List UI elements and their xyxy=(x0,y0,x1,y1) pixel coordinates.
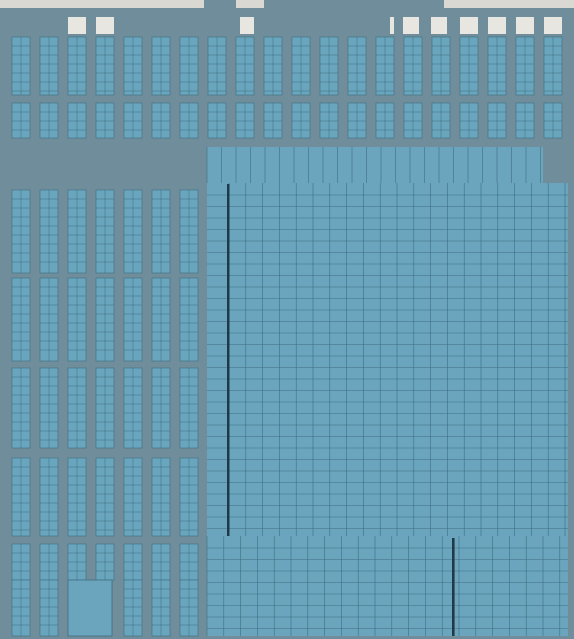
roof-fixture-bottom xyxy=(67,579,113,637)
large-solar-array xyxy=(206,147,574,636)
large-array-main-block xyxy=(229,183,568,538)
roof-top-bump-gap xyxy=(236,0,264,8)
solar-panel-strips xyxy=(11,36,563,637)
roof-top-bump xyxy=(204,0,444,10)
top-edge-openings xyxy=(68,17,562,34)
array-shadow-edge-bottom xyxy=(452,538,455,636)
roof-notch-right xyxy=(544,147,574,183)
large-array-bottom-right-block xyxy=(455,536,568,636)
large-array-upper-block xyxy=(207,147,543,183)
array-shadow-edge-left xyxy=(227,184,230,536)
large-array-left-column xyxy=(207,183,229,538)
large-array-cell-grid xyxy=(206,147,568,636)
large-array-bottom-left-block xyxy=(207,536,453,636)
